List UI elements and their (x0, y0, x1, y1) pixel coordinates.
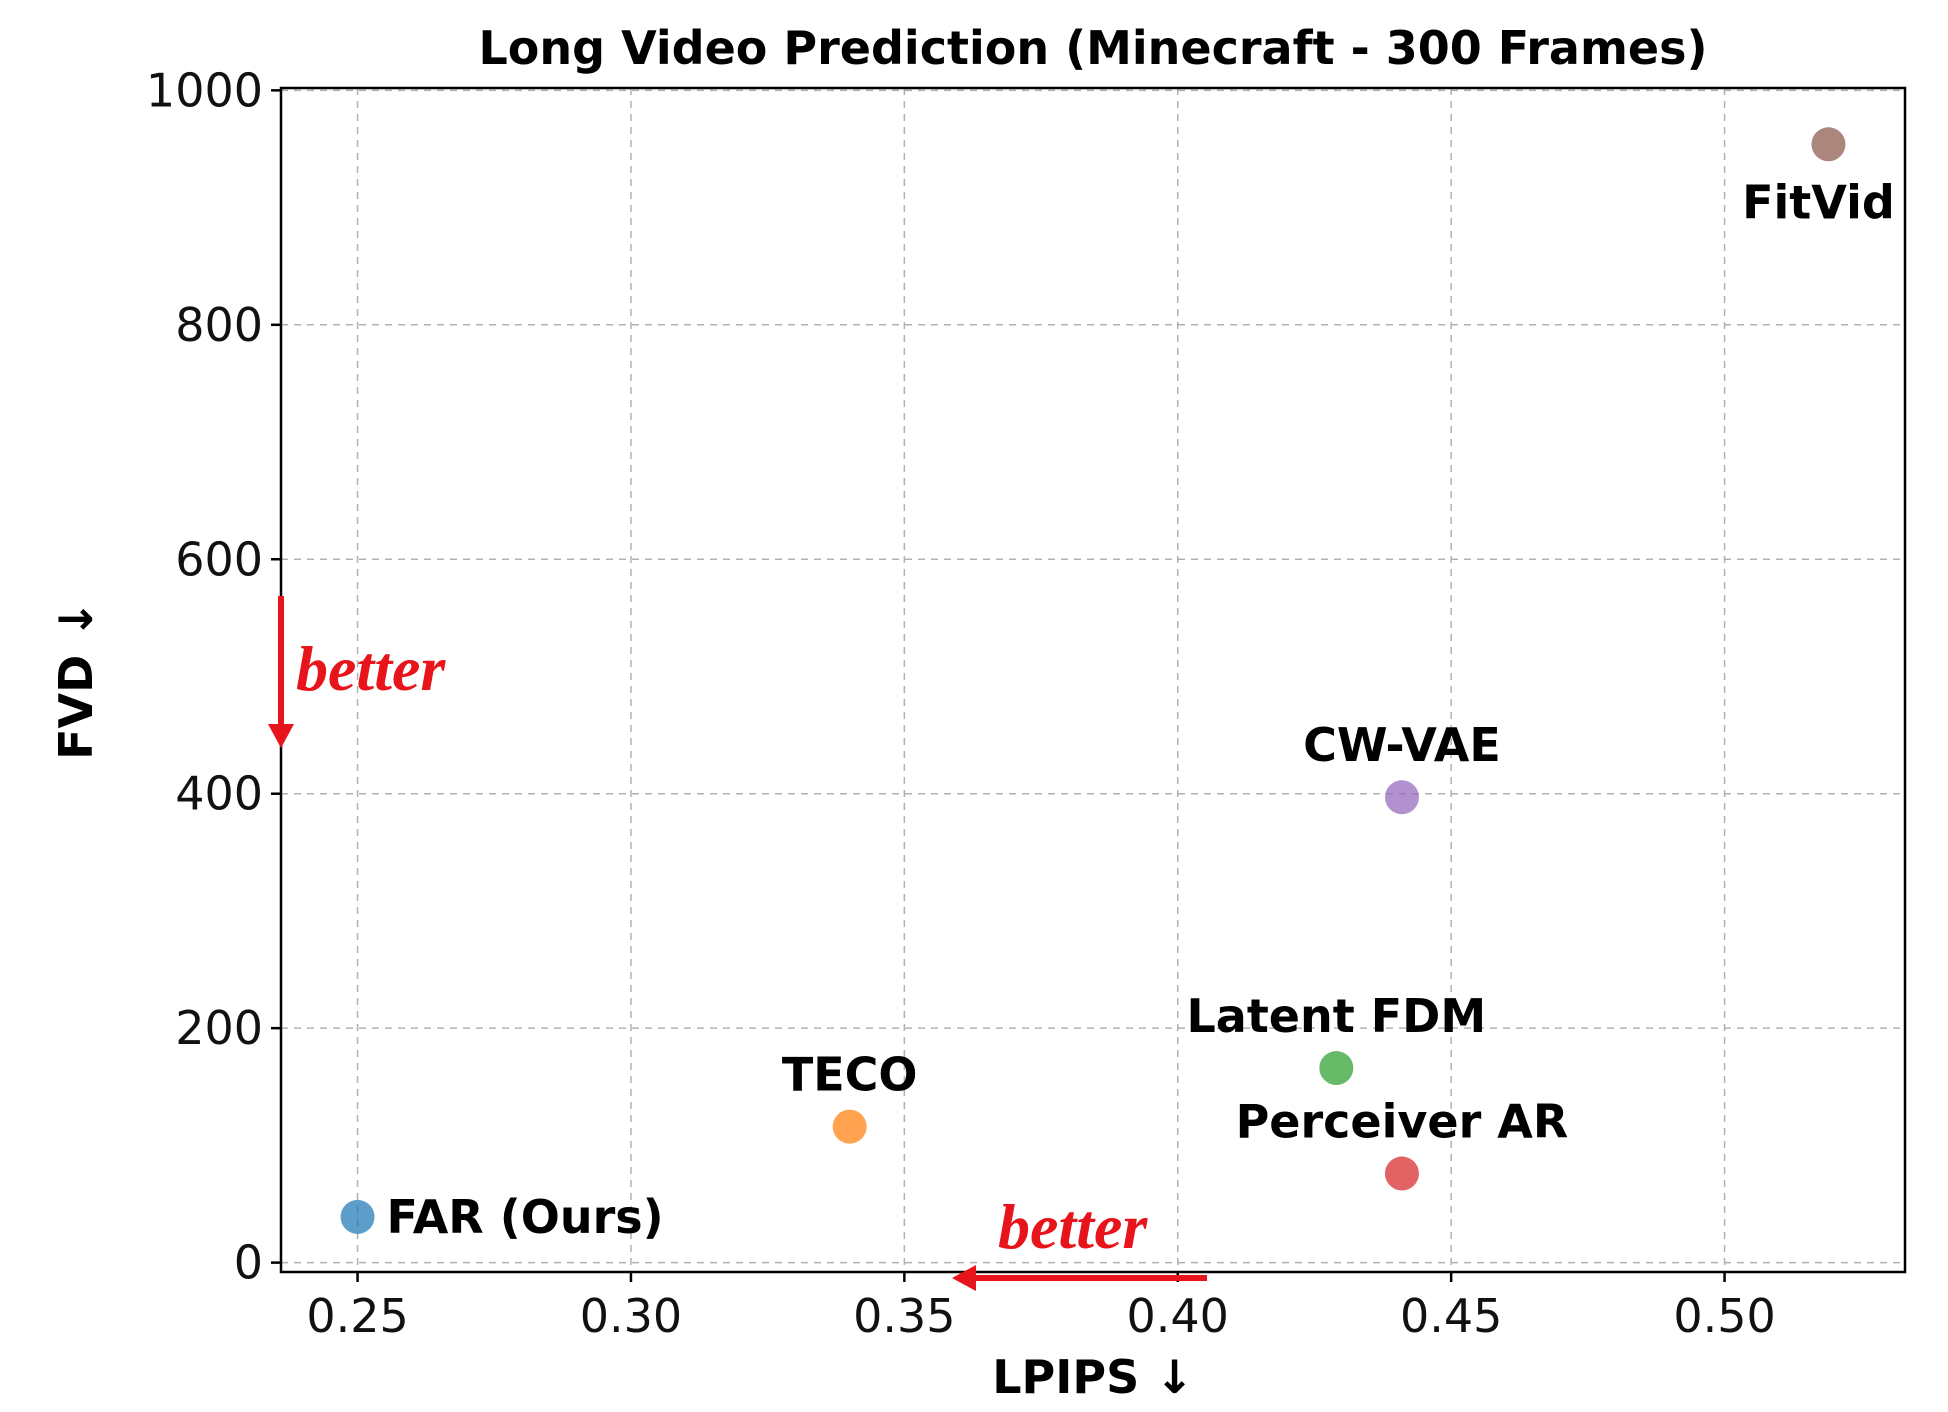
point-label: TECO (782, 1048, 918, 1102)
y-axis-label: FVD ↓ (49, 600, 103, 760)
better-x-label: better (998, 1191, 1148, 1262)
y-tick-label: 400 (175, 767, 263, 821)
point-label: Latent FDM (1186, 989, 1486, 1043)
data-point (832, 1109, 867, 1144)
point-label: Perceiver AR (1236, 1095, 1569, 1149)
data-point (1384, 780, 1419, 815)
axis-ticks: 0.25 0.30 0.35 0.40 0.45 0.50 0 200 400 600 800 100… (146, 63, 1776, 1343)
x-tick-label: 0.45 (1400, 1289, 1502, 1343)
y-tick-label: 200 (175, 1001, 263, 1055)
x-tick-label: 0.25 (306, 1289, 408, 1343)
chart-title: Long Video Prediction (Minecraft - 300 F… (479, 21, 1708, 75)
data-point (1811, 127, 1846, 162)
point-label: FitVid (1742, 175, 1895, 229)
x-axis-label: LPIPS ↓ (992, 1350, 1194, 1404)
data-points: FAR (Ours) TECO Latent FDM Perceiver AR CW-V… (340, 127, 1895, 1244)
data-point (340, 1199, 375, 1234)
y-tick-label: 0 (234, 1236, 263, 1290)
x-tick-label: 0.35 (853, 1289, 955, 1343)
grid (281, 88, 1905, 1272)
y-tick-label: 800 (175, 298, 263, 352)
x-tick-label: 0.40 (1127, 1289, 1229, 1343)
point-label: CW-VAE (1303, 718, 1501, 772)
data-point (1319, 1051, 1354, 1086)
x-tick-label: 0.30 (580, 1289, 682, 1343)
point-label: FAR (Ours) (387, 1190, 664, 1244)
better-y-label: better (296, 633, 446, 704)
better-x-arrowhead (952, 1265, 976, 1291)
better-annotations: better better (268, 596, 1207, 1291)
data-point (1384, 1156, 1419, 1191)
y-tick-label: 600 (175, 532, 263, 586)
better-y-arrowhead (268, 724, 294, 748)
x-tick-label: 0.50 (1673, 1289, 1775, 1343)
y-tick-label: 1000 (146, 63, 263, 117)
